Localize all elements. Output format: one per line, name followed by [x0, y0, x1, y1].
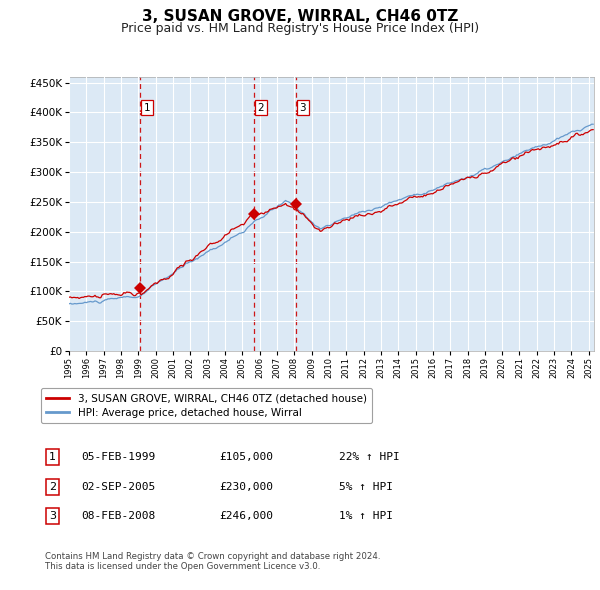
Text: 22% ↑ HPI: 22% ↑ HPI — [339, 453, 400, 462]
Text: 2024: 2024 — [567, 357, 576, 378]
Text: 2015: 2015 — [411, 357, 420, 378]
Text: 2013: 2013 — [376, 357, 385, 378]
Text: 1999: 1999 — [134, 357, 143, 378]
Text: 2023: 2023 — [550, 357, 559, 378]
Text: 2000: 2000 — [151, 357, 160, 378]
Text: 2001: 2001 — [169, 357, 178, 378]
Text: 2010: 2010 — [325, 357, 334, 378]
Text: £230,000: £230,000 — [219, 482, 273, 491]
Text: 08-FEB-2008: 08-FEB-2008 — [81, 512, 155, 521]
Text: 2020: 2020 — [497, 357, 506, 378]
Text: 1996: 1996 — [82, 357, 91, 378]
Text: £105,000: £105,000 — [219, 453, 273, 462]
Text: 2008: 2008 — [290, 357, 299, 378]
Text: 3, SUSAN GROVE, WIRRAL, CH46 0TZ: 3, SUSAN GROVE, WIRRAL, CH46 0TZ — [142, 9, 458, 24]
Text: 2019: 2019 — [481, 357, 490, 378]
Text: 2022: 2022 — [532, 357, 541, 378]
Text: 2: 2 — [49, 482, 56, 491]
Text: 3: 3 — [299, 103, 306, 113]
Text: 2017: 2017 — [446, 357, 455, 378]
Text: 2021: 2021 — [515, 357, 524, 378]
Text: 2002: 2002 — [186, 357, 195, 378]
Text: 3: 3 — [49, 512, 56, 521]
Text: 1: 1 — [49, 453, 56, 462]
Text: 05-FEB-1999: 05-FEB-1999 — [81, 453, 155, 462]
Legend: 3, SUSAN GROVE, WIRRAL, CH46 0TZ (detached house), HPI: Average price, detached : 3, SUSAN GROVE, WIRRAL, CH46 0TZ (detach… — [41, 388, 372, 423]
Text: 2018: 2018 — [463, 357, 472, 378]
Text: 2005: 2005 — [238, 357, 247, 378]
Text: 2025: 2025 — [584, 357, 593, 378]
Text: 1995: 1995 — [65, 357, 74, 378]
Text: £246,000: £246,000 — [219, 512, 273, 521]
Text: Contains HM Land Registry data © Crown copyright and database right 2024.
This d: Contains HM Land Registry data © Crown c… — [45, 552, 380, 571]
Text: 1: 1 — [143, 103, 150, 113]
Text: 2011: 2011 — [342, 357, 351, 378]
Text: 2014: 2014 — [394, 357, 403, 378]
Text: 5% ↑ HPI: 5% ↑ HPI — [339, 482, 393, 491]
Text: 02-SEP-2005: 02-SEP-2005 — [81, 482, 155, 491]
Text: 2003: 2003 — [203, 357, 212, 378]
Text: Price paid vs. HM Land Registry's House Price Index (HPI): Price paid vs. HM Land Registry's House … — [121, 22, 479, 35]
Text: 2004: 2004 — [220, 357, 229, 378]
Text: 2012: 2012 — [359, 357, 368, 378]
Text: 2007: 2007 — [272, 357, 281, 378]
Text: 2009: 2009 — [307, 357, 316, 378]
Text: 2: 2 — [257, 103, 264, 113]
Text: 1997: 1997 — [99, 357, 108, 378]
Text: 2006: 2006 — [255, 357, 264, 378]
Text: 1998: 1998 — [116, 357, 125, 378]
Text: 2016: 2016 — [428, 357, 437, 378]
Text: 1% ↑ HPI: 1% ↑ HPI — [339, 512, 393, 521]
